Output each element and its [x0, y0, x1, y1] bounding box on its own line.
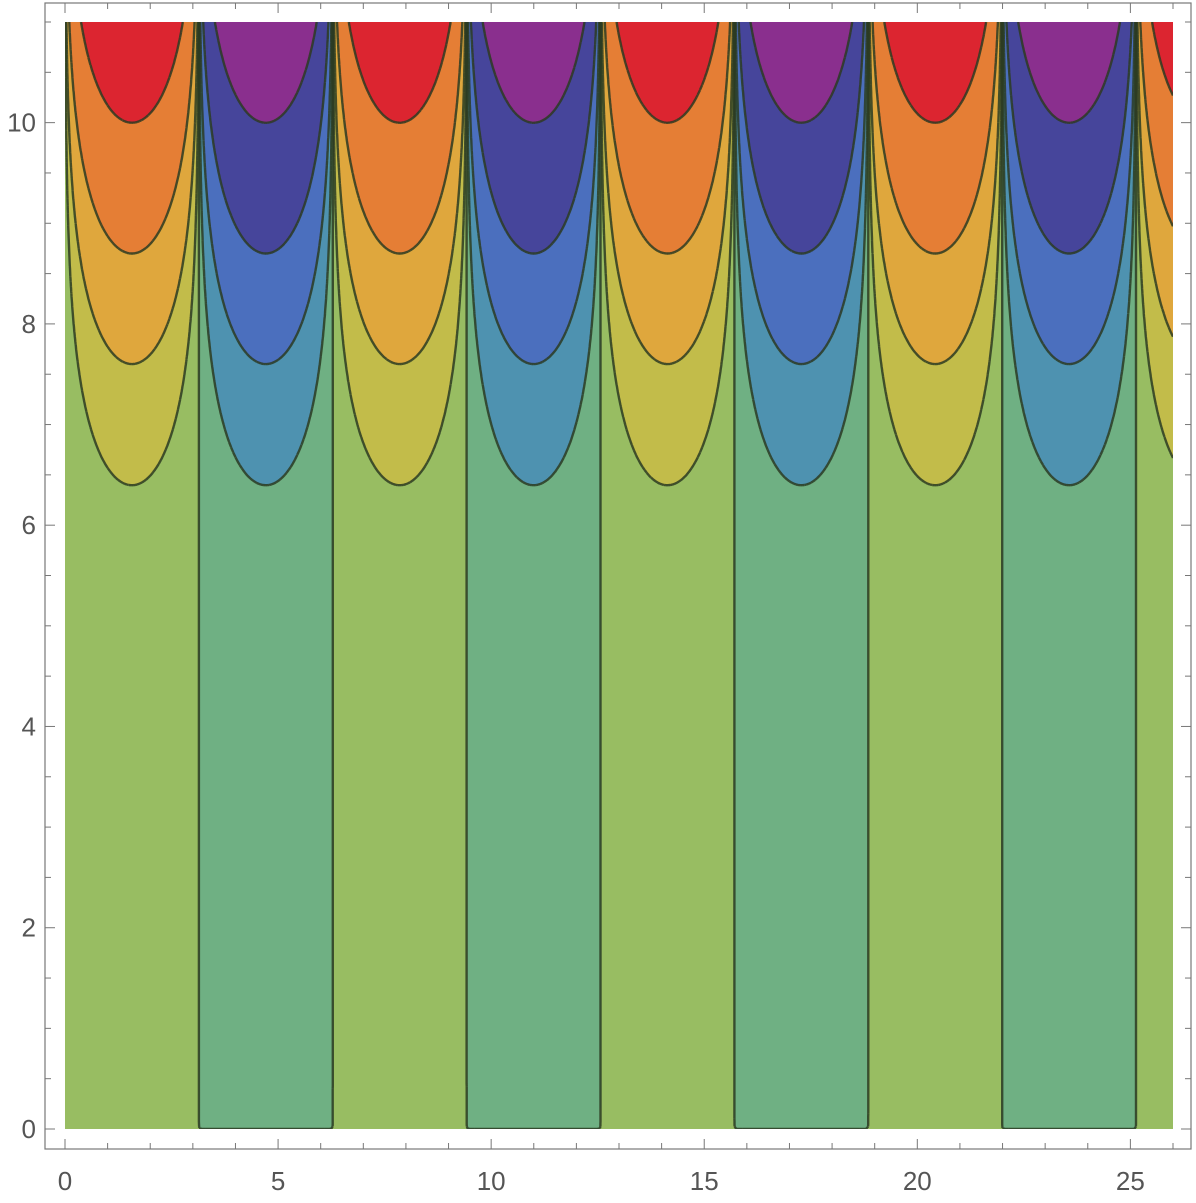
contour-line-2	[199, 22, 1136, 366]
contour-field	[65, 22, 1173, 1129]
contour-line-6	[65, 22, 1173, 366]
x-tick-label: 15	[690, 1166, 719, 1196]
contour-line-4	[197, 22, 1138, 1129]
contour-line-5	[65, 22, 1173, 487]
y-tick-label: 2	[22, 913, 36, 943]
x-axis: 0 5 10 15 20 25	[58, 3, 1174, 1196]
x-tick-label: 25	[1116, 1166, 1145, 1196]
x-tick-label: 20	[903, 1166, 932, 1196]
x-tick-label: 10	[477, 1166, 506, 1196]
x-tick-label: 5	[271, 1166, 285, 1196]
y-tick-label: 10	[7, 108, 36, 138]
contour-lines	[65, 22, 1173, 1129]
y-tick-label: 6	[22, 510, 36, 540]
contour-line-8	[79, 22, 1173, 124]
y-tick-label: 8	[22, 309, 36, 339]
y-tick-label: 0	[22, 1114, 36, 1144]
x-tick-label: 0	[58, 1166, 72, 1196]
contour-line-7	[68, 22, 1173, 255]
contour-fill	[65, 22, 1173, 1129]
contour-line-0	[213, 22, 1122, 124]
y-tick-label: 4	[22, 711, 36, 741]
contour-line-1	[202, 22, 1133, 255]
y-axis: 0 2 4 6 8 10	[7, 21, 1191, 1144]
